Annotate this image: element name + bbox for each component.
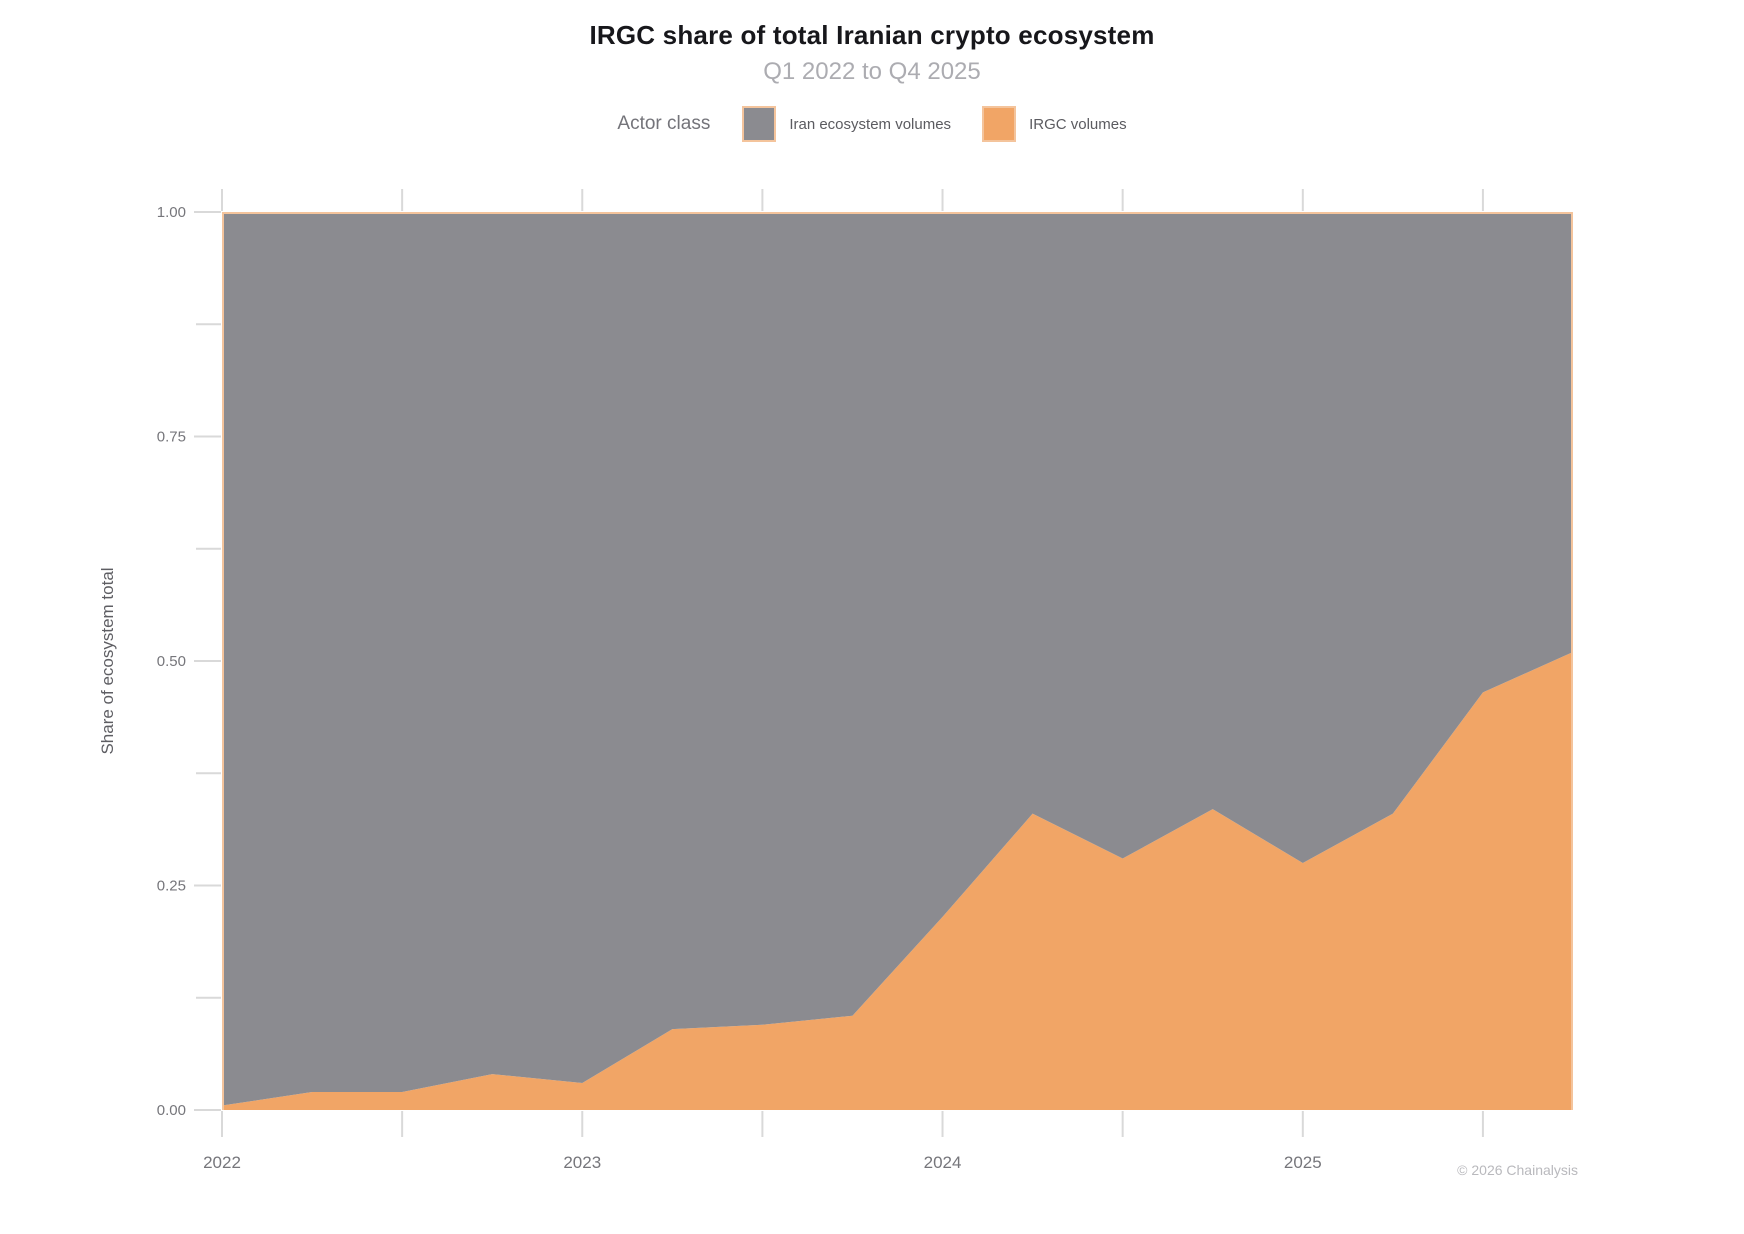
x-tick-label: 2022 — [203, 1153, 241, 1172]
ecosystem-area — [222, 212, 1573, 1106]
legend-label-irgc: IRGC volumes — [1029, 115, 1127, 133]
y-tick-label: 0.50 — [157, 653, 186, 670]
irgc-area — [222, 652, 1573, 1110]
x-tick-label: 2024 — [924, 1153, 962, 1172]
legend-title: Actor class — [617, 113, 711, 134]
x-tick-label: 2023 — [563, 1153, 601, 1172]
y-tick-label: 0.00 — [157, 1102, 186, 1119]
legend-label-ecosystem: Iran ecosystem volumes — [789, 115, 952, 133]
irgc-swatch-icon — [982, 106, 1017, 142]
y-tick-label: 0.25 — [157, 878, 186, 895]
legend: Actor class Iran ecosystem volumes IRGC … — [0, 106, 1744, 142]
chart-title: IRGC share of total Iranian crypto ecosy… — [589, 20, 1155, 50]
y-tick-label: 1.00 — [157, 204, 186, 221]
ecosystem-swatch-icon — [742, 106, 777, 142]
copyright-note: © 2026 Chainalysis — [1457, 1162, 1578, 1178]
legend-item-irgc: IRGC volumes — [982, 106, 1127, 142]
x-tick-label: 2025 — [1284, 1153, 1322, 1172]
plot-outline — [222, 212, 1573, 1110]
legend-item-ecosystem: Iran ecosystem volumes — [742, 106, 951, 142]
chart-subtitle: Q1 2022 to Q4 2025 — [763, 58, 981, 85]
y-tick-label: 0.75 — [157, 429, 186, 446]
